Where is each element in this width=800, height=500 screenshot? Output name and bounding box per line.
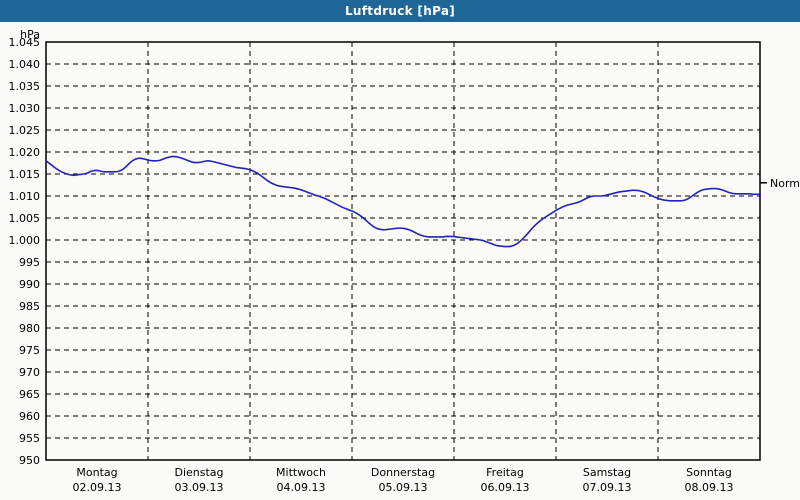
y-axis-tick-label: 975: [19, 344, 40, 357]
x-axis-date-label: 04.09.13: [277, 481, 326, 494]
y-axis-tick-label: 1.005: [9, 212, 41, 225]
y-axis-tick-label: 1.045: [9, 36, 41, 49]
x-axis-date-label: 08.09.13: [685, 481, 734, 494]
normal-marker-group: Normal: [760, 177, 800, 190]
y-axis-tick-label: 965: [19, 388, 40, 401]
y-axis-tick-label: 1.035: [9, 80, 41, 93]
y-axis-tick-label: 990: [19, 278, 40, 291]
y-axis-tick-labels: 1.045 1.040 1.035 1.030 1.025 1.020 1.015 1.010…: [9, 36, 41, 467]
y-axis-tick-label: 950: [19, 454, 40, 467]
pressure-series-line: [45, 155, 761, 248]
x-axis-weekday-label: Montag: [76, 466, 117, 479]
x-axis-date-label: 02.09.13: [73, 481, 122, 494]
x-axis-weekday-label: Sonntag: [686, 466, 732, 479]
x-axis-day-labels: Montag 02.09.13 Dienstag 03.09.13 Mittwoch 04…: [73, 466, 734, 494]
x-axis-weekday-label: Donnerstag: [371, 466, 435, 479]
y-axis-tick-label: 1.010: [9, 190, 41, 203]
y-axis-tick-label: 1.040: [9, 58, 41, 71]
x-axis-weekday-label: Samstag: [583, 466, 631, 479]
x-axis-date-label: 06.09.13: [481, 481, 530, 494]
series-lines: [45, 155, 761, 248]
normal-marker-label: Normal: [770, 177, 800, 190]
y-axis-tick-label: 985: [19, 300, 40, 313]
y-axis-tick-label: 1.030: [9, 102, 41, 115]
x-axis-date-label: 07.09.13: [583, 481, 632, 494]
y-axis-tick-label: 1.025: [9, 124, 41, 137]
y-axis-tick-label: 980: [19, 322, 40, 335]
x-axis-weekday-label: Freitag: [486, 466, 524, 479]
y-axis-unit-label: hPa: [20, 28, 40, 41]
y-axis-tick-label: 1.000: [9, 234, 41, 247]
page-title: Luftdruck [hPa]: [344, 4, 456, 18]
x-axis-weekday-label: Mittwoch: [276, 466, 326, 479]
plot-border: [45, 41, 761, 461]
vertical-gridlines: [147, 42, 659, 460]
pressure-line-chart: 1.045 1.040 1.035 1.030 1.025 1.020 1.015 1.010…: [0, 22, 800, 500]
window-title-bar: Luftdruck [hPa]: [0, 0, 800, 22]
plot-frame: [45, 41, 761, 461]
y-axis-tick-label: 1.020: [9, 146, 41, 159]
x-axis-date-label: 05.09.13: [379, 481, 428, 494]
y-axis-tick-label: 995: [19, 256, 40, 269]
y-axis-tick-label: 955: [19, 432, 40, 445]
x-axis-date-label: 03.09.13: [175, 481, 224, 494]
chart-background: [0, 22, 800, 500]
y-axis-tick-label: 960: [19, 410, 40, 423]
y-axis-tick-label: 970: [19, 366, 40, 379]
x-axis-weekday-label: Dienstag: [174, 466, 223, 479]
y-axis-tick-label: 1.015: [9, 168, 41, 181]
chart-canvas: 1.045 1.040 1.035 1.030 1.025 1.020 1.015 1.010…: [0, 22, 800, 500]
